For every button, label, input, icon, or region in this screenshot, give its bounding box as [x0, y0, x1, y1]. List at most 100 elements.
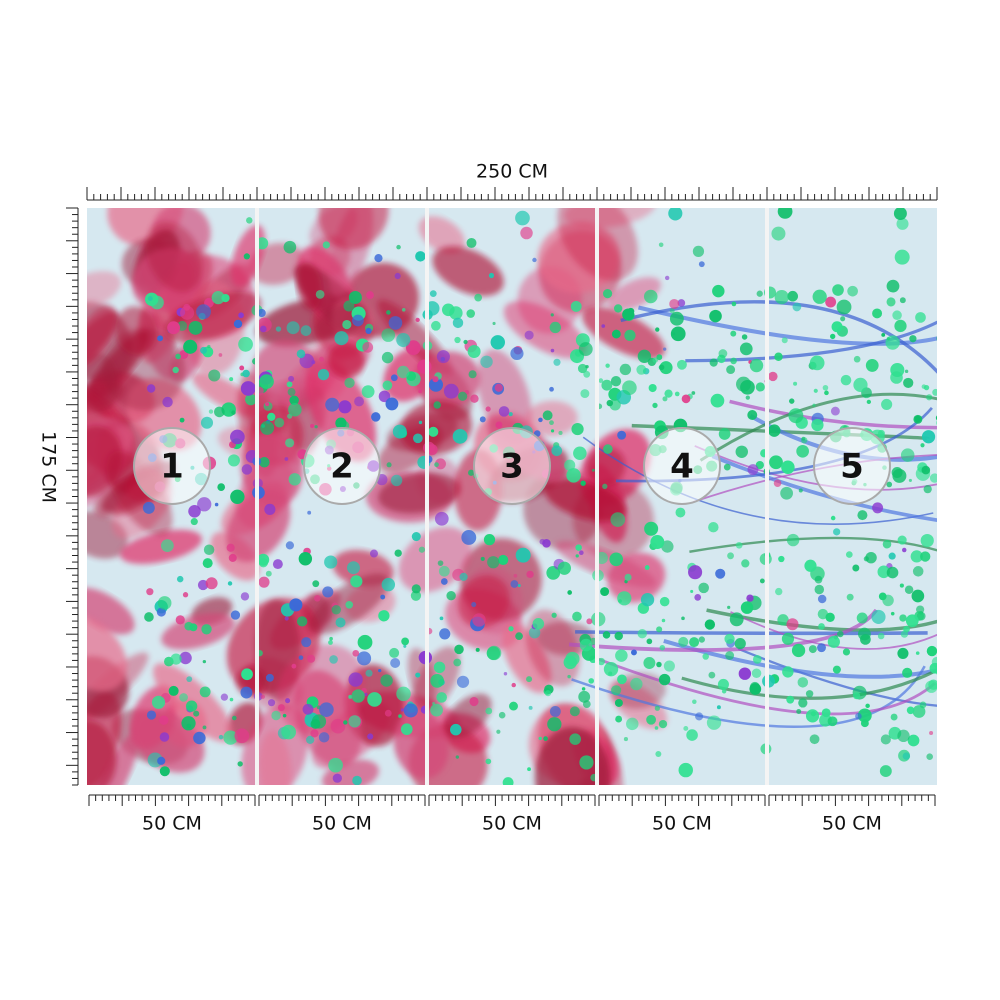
paint-dot [664, 389, 673, 398]
paint-dot [365, 669, 373, 677]
paint-dot [257, 553, 270, 566]
paint-dot [600, 587, 610, 597]
paint-dot [285, 698, 291, 704]
paint-dot [658, 673, 671, 686]
paint-dot [380, 674, 393, 687]
paint-dot [877, 565, 891, 579]
paint-dot [238, 336, 253, 352]
paint-dot [890, 611, 895, 616]
paint-dot [549, 705, 561, 717]
paint-dot [567, 590, 573, 595]
paint-dot [528, 626, 541, 639]
paint-dot [681, 616, 685, 621]
paint-dot [830, 515, 836, 521]
paint-dot [603, 444, 613, 454]
paint-dot [436, 692, 447, 703]
paint-dot [708, 521, 719, 533]
paint-dot [431, 320, 441, 331]
swirl [749, 413, 937, 462]
paint-dot [662, 396, 668, 402]
panel-badge [643, 427, 721, 505]
petal [582, 306, 666, 360]
paint-dot [539, 538, 546, 545]
panel-number: 3 [500, 447, 524, 487]
panel-seams [255, 208, 769, 785]
paint-dot [675, 507, 686, 518]
paint-dot [654, 726, 659, 730]
paint-dot [296, 349, 306, 359]
swirl [575, 630, 928, 636]
paint-dot [630, 677, 643, 691]
paint-dot [878, 592, 887, 601]
paint-dot [777, 208, 793, 219]
paint-dot [241, 464, 253, 475]
paint-dot [897, 535, 907, 545]
paint-dot [602, 483, 608, 490]
paint-dot [271, 710, 281, 721]
paint-dot [231, 410, 236, 415]
paint-dot [463, 339, 468, 345]
paint-dot [837, 630, 844, 638]
paint-dot [413, 433, 423, 444]
paint-dot [319, 702, 334, 717]
swirl [699, 392, 937, 462]
paint-dot [926, 753, 933, 760]
paint-dot [239, 365, 245, 371]
paint-dot [182, 592, 189, 598]
paint-dot [689, 637, 700, 648]
paint-dot [483, 534, 496, 546]
paint-dot [769, 455, 783, 470]
paint-dot [550, 348, 555, 353]
paint-dot [298, 552, 313, 566]
paint-dot [656, 661, 662, 668]
paint-dot [773, 479, 782, 488]
paint-dot [281, 724, 296, 740]
paint-dot [159, 766, 170, 777]
paint-dot [768, 424, 781, 437]
paint-dot [735, 541, 743, 549]
paint-dot [179, 693, 188, 702]
paint-dot [436, 350, 450, 364]
paint-dot [315, 289, 325, 299]
paint-dot [298, 655, 304, 660]
paint-dot [617, 674, 627, 685]
paint-dot [490, 335, 506, 350]
paint-dot [550, 429, 555, 433]
seam [765, 208, 769, 785]
paint-dot [588, 678, 595, 684]
paint-dot [528, 705, 533, 710]
paint-dot [626, 717, 639, 731]
paint-dot [729, 612, 744, 627]
paint-dot [853, 355, 861, 363]
paint-dot [881, 398, 893, 410]
paint-dot [886, 297, 896, 307]
paint-dot [659, 596, 670, 607]
paint-dot [544, 690, 552, 697]
paint-dot [723, 463, 731, 471]
paint-dot [825, 296, 837, 308]
paint-dot [439, 616, 444, 621]
paint-dot [515, 210, 530, 226]
paint-dot [418, 420, 423, 425]
paint-dot [234, 728, 250, 744]
panel-width-label: 50 CM [312, 813, 372, 835]
paint-dot [175, 353, 181, 360]
paint-dot [749, 683, 762, 695]
paint-dot [396, 333, 411, 348]
paint-dot [510, 580, 519, 588]
paint-dot [226, 543, 235, 552]
paint-dot [899, 583, 904, 588]
paint-dot [920, 443, 925, 448]
paint-dot [617, 591, 632, 606]
paint-dot [777, 614, 789, 626]
paint-dot [658, 364, 665, 371]
paint-dot [188, 505, 201, 518]
paint-dot [566, 468, 581, 483]
paint-dot [830, 333, 836, 340]
paint-dot [717, 678, 729, 690]
paint-dot [746, 594, 754, 602]
paint-dot [188, 321, 203, 335]
paint-dot [310, 719, 321, 729]
paint-dot [454, 336, 461, 344]
paint-dot [919, 701, 927, 709]
